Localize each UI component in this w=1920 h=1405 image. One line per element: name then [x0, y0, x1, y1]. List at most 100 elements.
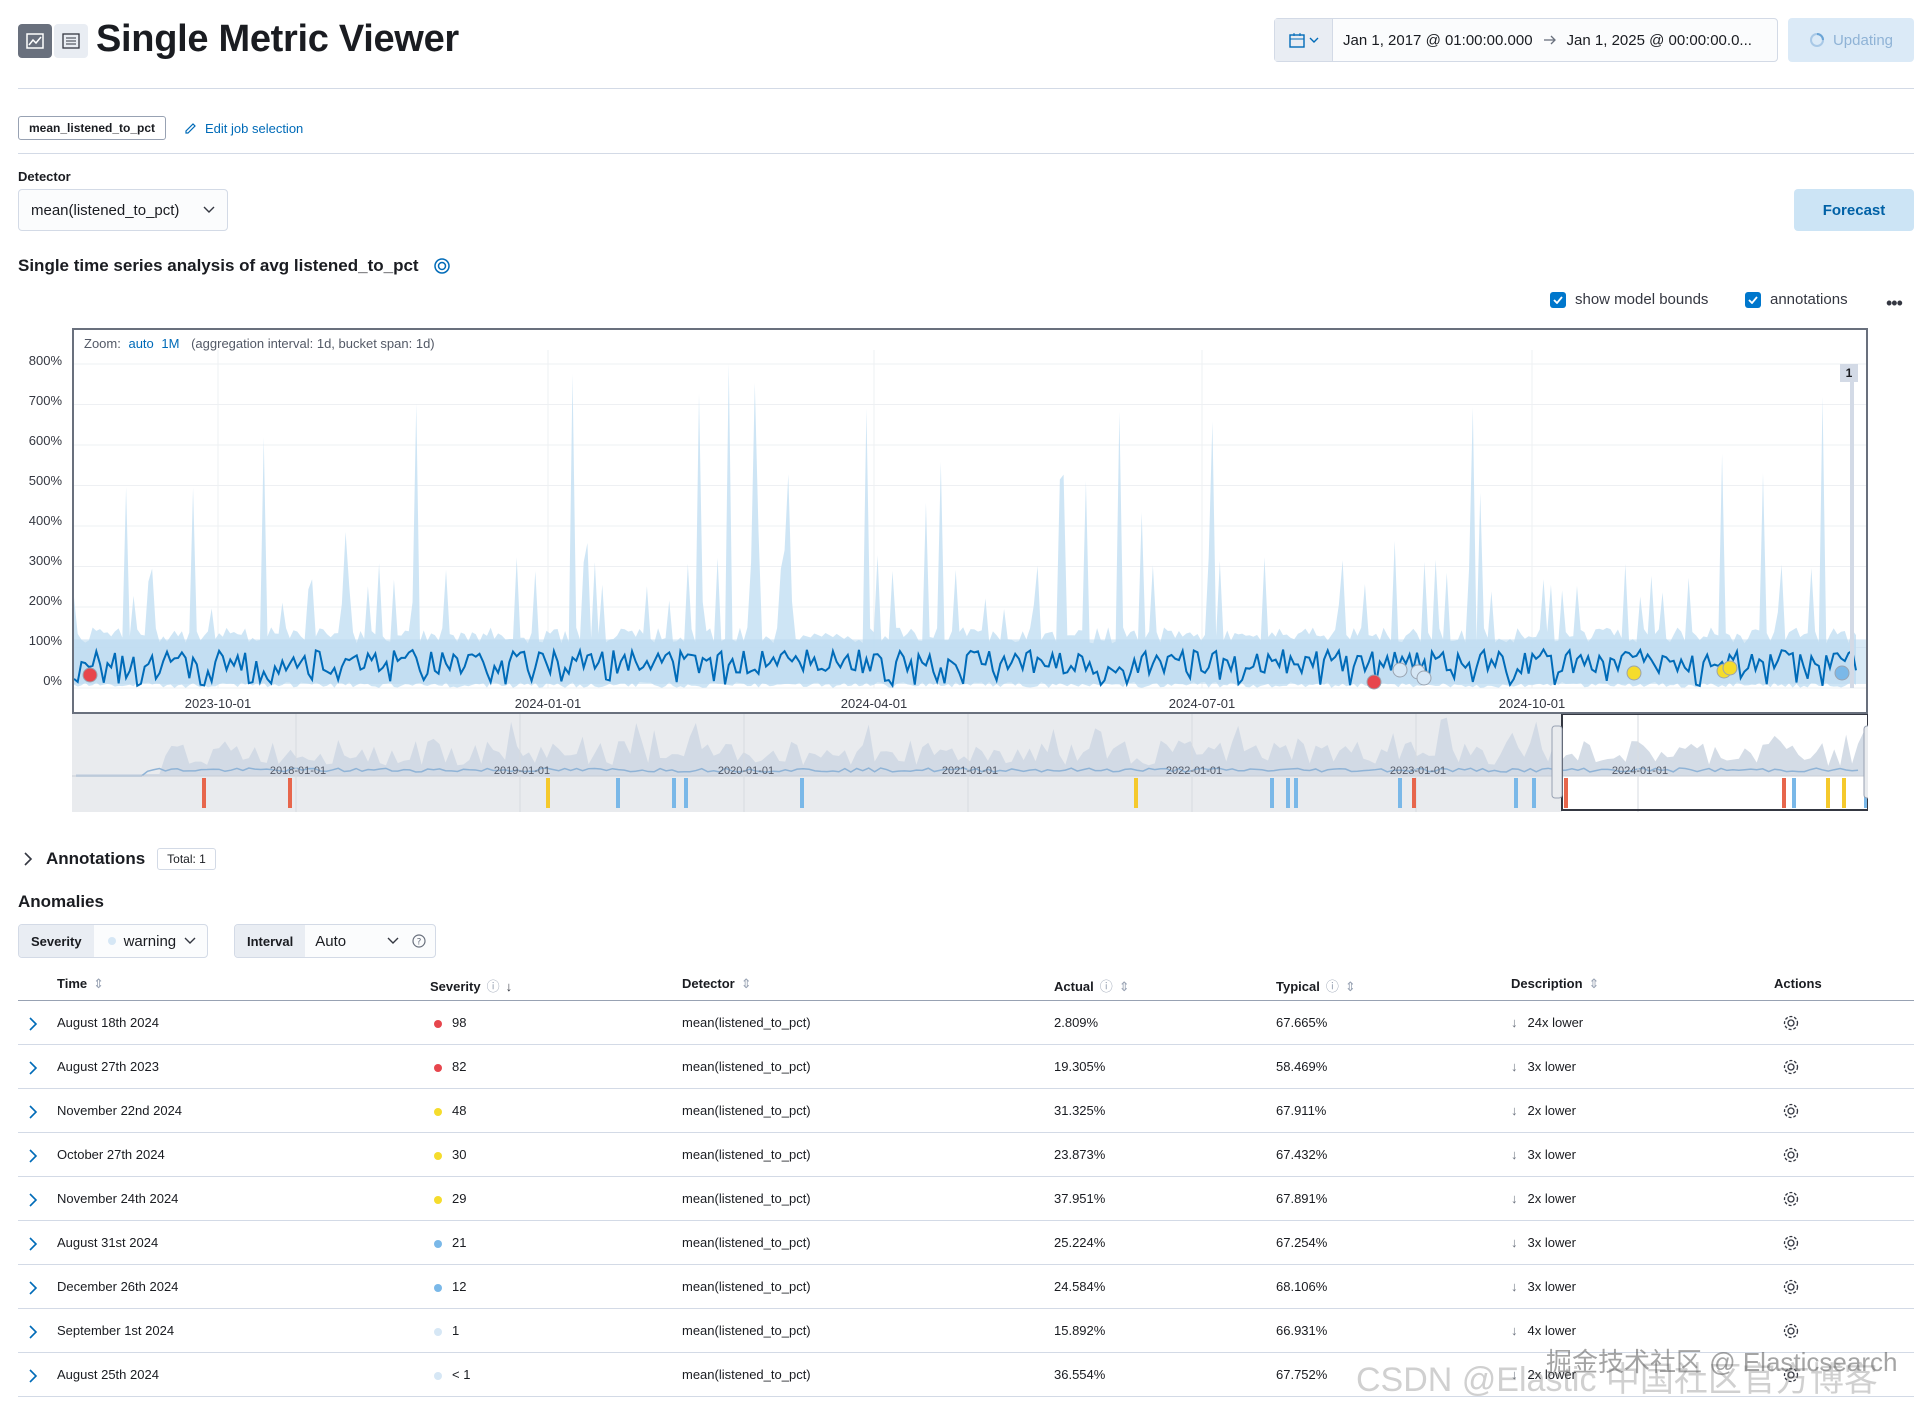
- cell-severity: 29: [434, 1191, 466, 1206]
- interval-select[interactable]: Interval Auto ?: [234, 924, 436, 958]
- zoom-auto-link[interactable]: auto: [128, 336, 154, 351]
- chevron-down-icon: [1309, 37, 1318, 43]
- cell-description: ↓ 3x lower: [1511, 1279, 1576, 1294]
- cell-detector: mean(listened_to_pct): [682, 1147, 811, 1162]
- y-tick-label: 200%: [28, 593, 62, 608]
- chevron-down-icon: [387, 937, 399, 944]
- gear-icon[interactable]: [1782, 1146, 1800, 1164]
- gear-icon[interactable]: [1782, 1278, 1800, 1296]
- detector-select[interactable]: mean(listened_to_pct): [18, 189, 228, 231]
- date-start[interactable]: Jan 1, 2017 @ 01:00:00.000: [1343, 31, 1533, 49]
- severity-score: 82: [452, 1059, 467, 1074]
- cell-time: October 27th 2024: [57, 1147, 165, 1162]
- table-row[interactable]: August 25th 2024 < 1 mean(listened_to_pc…: [18, 1353, 1914, 1397]
- help-icon[interactable]: ?: [411, 933, 427, 949]
- description-text: 2x lower: [1527, 1367, 1576, 1382]
- main-chart[interactable]: 2023-10-01 2024-01-01 2024-04-01 2024-07-01…: [72, 328, 1868, 714]
- table-row[interactable]: August 31st 2024 21 mean(listened_to_pct…: [18, 1221, 1914, 1265]
- edit-job-selection-link[interactable]: Edit job selection: [184, 116, 303, 140]
- chevron-right-icon[interactable]: [22, 852, 34, 866]
- swimlane-tick: [684, 778, 688, 808]
- date-picker[interactable]: Jan 1, 2017 @ 01:00:00.000 Jan 1, 2025 @…: [1274, 18, 1778, 62]
- col-description[interactable]: Description ⇕: [1511, 976, 1599, 992]
- updating-button[interactable]: Updating: [1788, 18, 1914, 62]
- col-detector[interactable]: Detector ⇕: [682, 976, 752, 992]
- gear-icon[interactable]: [1782, 1058, 1800, 1076]
- zoom-1m-link[interactable]: 1M: [161, 336, 180, 351]
- chevron-right-icon[interactable]: [28, 1061, 38, 1075]
- arrow-down-icon: ↓: [1511, 1059, 1518, 1074]
- severity-dot: [434, 1371, 442, 1380]
- chevron-right-icon[interactable]: [28, 1149, 38, 1163]
- arrow-down-icon: ↓: [1511, 1147, 1518, 1162]
- cell-typical: 67.665%: [1276, 1015, 1328, 1030]
- chevron-right-icon[interactable]: [28, 1017, 38, 1031]
- swimlane-tick: [1532, 778, 1536, 808]
- gear-icon[interactable]: [1782, 1234, 1800, 1252]
- severity-value: warning: [123, 932, 177, 950]
- annotations-section[interactable]: Annotations Total: 1: [22, 848, 216, 870]
- y-tick-label: 800%: [28, 353, 62, 368]
- annotation-marker[interactable]: 1: [1840, 364, 1858, 382]
- cell-time: September 1st 2024: [57, 1323, 175, 1338]
- cell-detector: mean(listened_to_pct): [682, 1323, 811, 1338]
- col-actual[interactable]: Actual ⓘ ⇕: [1054, 976, 1130, 995]
- checkbox-model-bounds[interactable]: [1550, 291, 1566, 308]
- toggle-model-bounds[interactable]: show model bounds: [1550, 291, 1708, 308]
- annotations-title: Annotations: [46, 849, 146, 868]
- overview-tick-label: 2023-01-01: [1390, 765, 1446, 777]
- arrow-right-icon: [1543, 35, 1556, 45]
- overview-tick-label: 2020-01-01: [718, 765, 774, 777]
- date-end[interactable]: Jan 1, 2025 @ 00:00:00.0...: [1566, 31, 1752, 49]
- gear-icon[interactable]: [1782, 1102, 1800, 1120]
- chevron-down-icon: [203, 206, 215, 213]
- checkbox-annotations[interactable]: [1745, 291, 1761, 308]
- more-options-icon[interactable]: •••: [1886, 293, 1903, 313]
- chevron-right-icon[interactable]: [28, 1193, 38, 1207]
- swimlane-tick: [1412, 778, 1416, 808]
- severity-select[interactable]: Severity warning: [18, 924, 208, 958]
- chart-icon: [26, 33, 44, 49]
- help-lifebuoy-icon[interactable]: [433, 257, 451, 275]
- toggle-annotations[interactable]: annotations: [1745, 291, 1848, 308]
- table-row[interactable]: September 1st 2024 1 mean(listened_to_pc…: [18, 1309, 1914, 1353]
- y-tick-label: 0%: [43, 673, 62, 688]
- gear-icon[interactable]: [1782, 1190, 1800, 1208]
- time-series-chart[interactable]: 2023-10-01 2024-01-01 2024-04-01 2024-07-01…: [74, 330, 1866, 712]
- chevron-right-icon[interactable]: [28, 1281, 38, 1295]
- quick-date-menu[interactable]: [1275, 19, 1333, 61]
- col-time[interactable]: Time ⇕: [57, 976, 104, 992]
- spinner-icon: [1809, 33, 1824, 47]
- cell-time: August 27th 2023: [57, 1059, 159, 1074]
- anomaly-marker: [1722, 660, 1738, 676]
- severity-dot: [434, 1151, 442, 1160]
- cell-detector: mean(listened_to_pct): [682, 1235, 811, 1250]
- forecast-button[interactable]: Forecast: [1794, 189, 1914, 231]
- anomaly-marker: [1416, 670, 1432, 686]
- zoom-prefix: Zoom:: [84, 336, 121, 351]
- table-view-button[interactable]: [54, 24, 88, 58]
- cell-detector: mean(listened_to_pct): [682, 1279, 811, 1294]
- table-row[interactable]: August 18th 2024 98 mean(listened_to_pct…: [18, 1001, 1914, 1045]
- gear-icon[interactable]: [1782, 1322, 1800, 1340]
- gear-icon[interactable]: [1782, 1366, 1800, 1384]
- table-row[interactable]: November 24th 2024 29 mean(listened_to_p…: [18, 1177, 1914, 1221]
- table-row[interactable]: October 27th 2024 30 mean(listened_to_pc…: [18, 1133, 1914, 1177]
- context-chart[interactable]: 2018-01-01 2019-01-01 2020-01-01 2021-01-01…: [72, 713, 1875, 812]
- col-typical[interactable]: Typical ⓘ ⇕: [1276, 976, 1356, 995]
- overview-tick-label: 2022-01-01: [1166, 765, 1222, 777]
- gear-icon[interactable]: [1782, 1014, 1800, 1032]
- col-severity[interactable]: Severity ⓘ ↓: [430, 976, 512, 995]
- chart-view-button[interactable]: [18, 24, 52, 58]
- chevron-right-icon[interactable]: [28, 1369, 38, 1383]
- chevron-right-icon[interactable]: [28, 1237, 38, 1251]
- table-row[interactable]: December 26th 2024 12 mean(listened_to_p…: [18, 1265, 1914, 1309]
- overview-chart[interactable]: 2018-01-01 2019-01-01 2020-01-01 2021-01-01…: [72, 713, 1875, 812]
- arrow-down-icon: ↓: [1511, 1323, 1518, 1338]
- table-row[interactable]: November 22nd 2024 48 mean(listened_to_p…: [18, 1089, 1914, 1133]
- chevron-right-icon[interactable]: [28, 1105, 38, 1119]
- table-row[interactable]: August 27th 2023 82 mean(listened_to_pct…: [18, 1045, 1914, 1089]
- overview-tick-label: 2019-01-01: [494, 765, 550, 777]
- cell-time: November 24th 2024: [57, 1191, 179, 1206]
- chevron-right-icon[interactable]: [28, 1325, 38, 1339]
